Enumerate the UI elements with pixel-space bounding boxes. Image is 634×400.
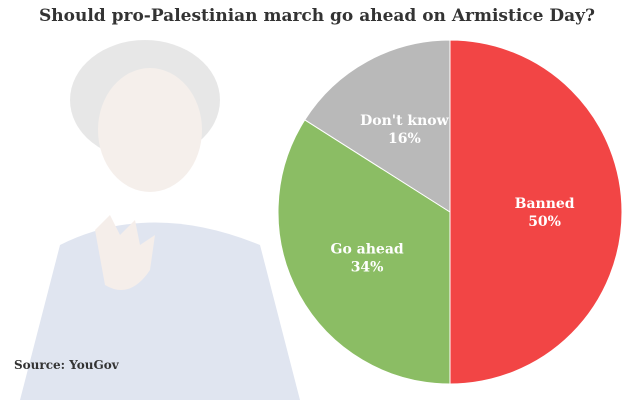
photo-face xyxy=(98,68,202,192)
photo-hand xyxy=(95,215,155,290)
background-photo xyxy=(20,40,300,400)
pie-slice-don-t-know xyxy=(304,39,451,213)
pie-slice-banned xyxy=(449,39,623,385)
slice-label: Go ahead xyxy=(331,242,404,258)
slice-percent-label: 16% xyxy=(388,131,421,147)
pie-slice-go-ahead xyxy=(277,119,451,385)
source-note: Source: YouGov xyxy=(14,358,119,372)
photo-hair xyxy=(70,40,220,160)
photo-body xyxy=(20,222,300,400)
chart-title: Should pro-Palestinian march go ahead on… xyxy=(39,6,595,26)
slice-label: Banned xyxy=(515,196,575,212)
slice-label: Don't know xyxy=(360,113,450,129)
slice-percent-label: 50% xyxy=(528,214,561,230)
slice-percent-label: 34% xyxy=(351,260,384,276)
